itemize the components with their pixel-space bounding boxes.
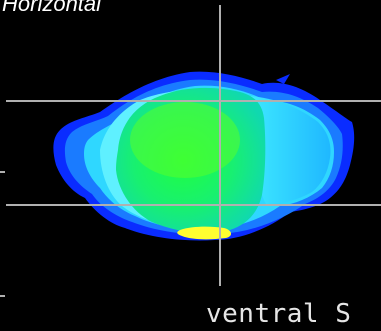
orientation-label: ventral S [206, 299, 352, 329]
speck-artifact [276, 74, 290, 84]
lime-highlight [130, 102, 240, 178]
right-cyan-lobe [250, 96, 331, 204]
yellow-spot [177, 226, 232, 240]
view-title: Horizontal [2, 0, 102, 16]
